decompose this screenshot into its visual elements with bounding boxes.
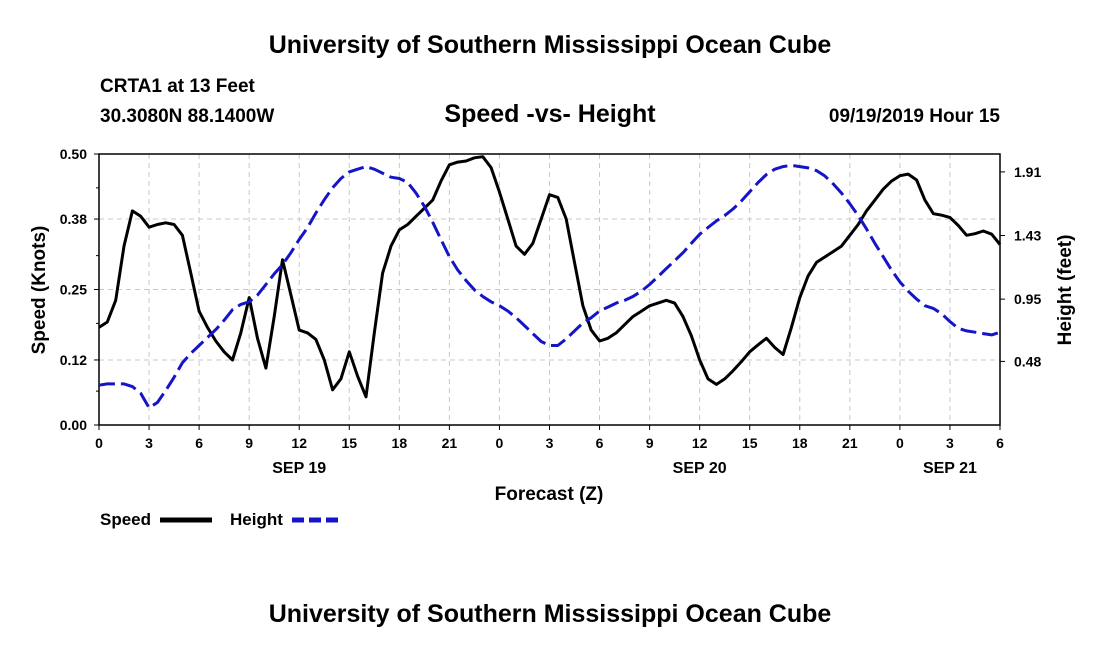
series-layer [98,155,1002,410]
chart-subtitle: Speed -vs- Height [444,100,656,128]
y-left-tick-label: 0.38 [60,211,87,227]
x-tick-label: 12 [692,435,708,451]
x-date-label: SEP 20 [673,460,727,477]
y-axis-right-label: Height (feet) [1055,235,1076,346]
footer-title: University of Southern Mississippi Ocean… [268,600,832,628]
x-date-label: SEP 19 [272,460,326,477]
chart-grid [99,154,1000,425]
y-left-tick-label: 0.00 [60,417,87,433]
x-date-label: SEP 21 [923,460,977,477]
legend: Speed Height [100,510,342,529]
x-tick-label: 6 [195,435,203,451]
x-tick-label: 6 [996,435,1004,451]
x-axis-label: Forecast (Z) [495,484,604,505]
x-tick-label: 9 [245,435,253,451]
y-right-tick-label: 0.95 [1014,291,1041,307]
station-coords: 30.3080N 88.1400W [100,106,275,127]
x-tick-label: 6 [596,435,604,451]
x-tick-label: 0 [95,435,103,451]
page-title: University of Southern Mississippi Ocean… [268,31,832,59]
y-right-tick-label: 1.91 [1014,164,1041,180]
y-left-tick-label: 0.50 [60,146,87,162]
x-tick-label: 3 [946,435,954,451]
series-line-speed [98,155,1002,399]
x-tick-label: 18 [392,435,408,451]
x-tick-label: 18 [792,435,808,451]
x-tick-label: 21 [842,435,858,451]
x-tick-label: 15 [742,435,758,451]
y-right-tick-label: 0.48 [1014,353,1041,369]
x-tick-label: 0 [896,435,904,451]
x-tick-label: 3 [145,435,153,451]
y-axis-left-label: Speed (Knots) [29,226,50,355]
y-left-tick-label: 0.25 [60,282,87,298]
forecast-datetime: 09/19/2019 Hour 15 [828,106,1000,127]
axis-ticks: 0 3 6 9 12 15 18 21 0 3 6 9 12 15 18 21 0 3 6 SEP 19 SEP 20 S… [60,146,1042,477]
x-tick-label: 0 [496,435,504,451]
x-tick-label: 3 [546,435,554,451]
x-tick-label: 21 [442,435,458,451]
series-line-height [98,163,1001,410]
y-left-tick-label: 0.12 [60,352,87,368]
x-tick-label: 9 [646,435,654,451]
x-tick-label: 15 [341,435,357,451]
station-name: CRTA1 at 13 Feet [100,76,255,97]
y-right-tick-label: 1.43 [1014,227,1041,243]
x-tick-label: 12 [291,435,307,451]
legend-speed-label: Speed [100,510,151,529]
legend-height-label: Height [230,510,283,529]
